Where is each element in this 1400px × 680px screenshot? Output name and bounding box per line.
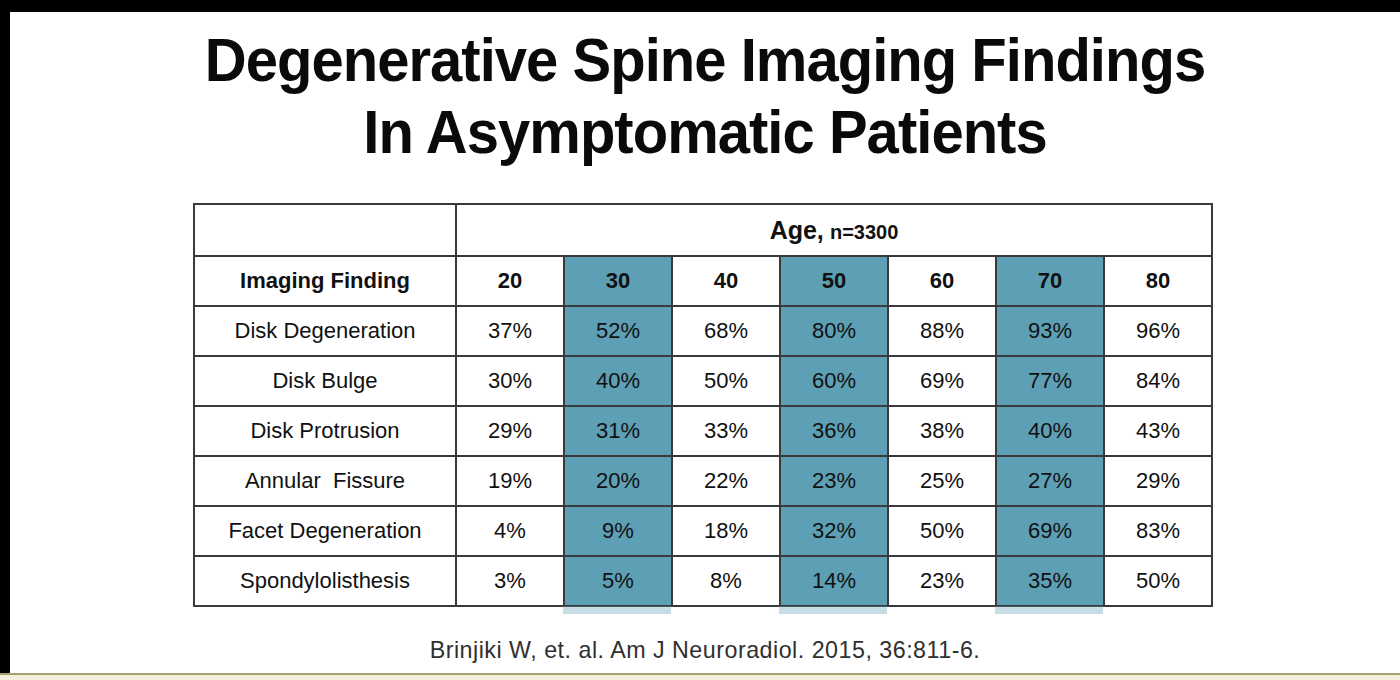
value-cell: 32%: [780, 506, 888, 556]
value-cell: 77%: [996, 356, 1104, 406]
age-column-header: 30: [564, 256, 672, 306]
table-row: Annular Fissure19%20%22%23%25%27%29%: [194, 456, 1212, 506]
highlight-column-shadow: [563, 606, 671, 614]
value-cell: 20%: [564, 456, 672, 506]
age-group-label: Age,: [770, 216, 824, 244]
value-cell: 23%: [888, 556, 996, 606]
value-cell: 69%: [996, 506, 1104, 556]
value-cell: 5%: [564, 556, 672, 606]
title-line-1: Degenerative Spine Imaging Findings: [205, 26, 1205, 94]
value-cell: 27%: [996, 456, 1104, 506]
value-cell: 33%: [672, 406, 780, 456]
value-cell: 22%: [672, 456, 780, 506]
value-cell: 43%: [1104, 406, 1212, 456]
value-cell: 14%: [780, 556, 888, 606]
age-column-header: 80: [1104, 256, 1212, 306]
finding-label: Disk Degeneration: [194, 306, 456, 356]
value-cell: 60%: [780, 356, 888, 406]
value-cell: 18%: [672, 506, 780, 556]
value-cell: 84%: [1104, 356, 1212, 406]
age-column-header: 70: [996, 256, 1104, 306]
age-column-header: 50: [780, 256, 888, 306]
age-column-header: 40: [672, 256, 780, 306]
table-row: Disk Protrusion29%31%33%36%38%40%43%: [194, 406, 1212, 456]
findings-table: Age, n=3300 Imaging Finding 203040506070…: [193, 203, 1213, 607]
value-cell: 3%: [456, 556, 564, 606]
highlight-column-shadow: [779, 606, 887, 614]
value-cell: 50%: [1104, 556, 1212, 606]
value-cell: 23%: [780, 456, 888, 506]
value-cell: 52%: [564, 306, 672, 356]
age-group-n: n=3300: [830, 221, 898, 243]
citation: Brinjiki W, et. al. Am J Neuroradiol. 20…: [31, 636, 1379, 664]
value-cell: 31%: [564, 406, 672, 456]
value-cell: 19%: [456, 456, 564, 506]
value-cell: 80%: [780, 306, 888, 356]
value-cell: 8%: [672, 556, 780, 606]
left-frame-bar: [0, 0, 10, 680]
value-cell: 30%: [456, 356, 564, 406]
table-row: Spondylolisthesis3%5%8%14%23%35%50%: [194, 556, 1212, 606]
value-cell: 29%: [456, 406, 564, 456]
age-group-header: Age, n=3300: [456, 204, 1212, 256]
finding-label: Spondylolisthesis: [194, 556, 456, 606]
highlight-column-shadow: [995, 606, 1103, 614]
value-cell: 68%: [672, 306, 780, 356]
age-group-row: Age, n=3300: [194, 204, 1212, 256]
bottom-edge-strip: [0, 673, 1400, 680]
value-cell: 69%: [888, 356, 996, 406]
finding-label: Facet Degeneration: [194, 506, 456, 556]
age-column-header: 60: [888, 256, 996, 306]
age-columns-row: Imaging Finding 20304050607080: [194, 256, 1212, 306]
value-cell: 38%: [888, 406, 996, 456]
value-cell: 37%: [456, 306, 564, 356]
table-row: Disk Bulge30%40%50%60%69%77%84%: [194, 356, 1212, 406]
value-cell: 83%: [1104, 506, 1212, 556]
age-column-header: 20: [456, 256, 564, 306]
finding-label: Annular Fissure: [194, 456, 456, 506]
value-cell: 29%: [1104, 456, 1212, 506]
value-cell: 50%: [888, 506, 996, 556]
corner-cell: [194, 204, 456, 256]
table-row: Facet Degeneration4%9%18%32%50%69%83%: [194, 506, 1212, 556]
title-line-2: In Asymptomatic Patients: [363, 98, 1046, 166]
value-cell: 36%: [780, 406, 888, 456]
value-cell: 40%: [996, 406, 1104, 456]
value-cell: 88%: [888, 306, 996, 356]
value-cell: 9%: [564, 506, 672, 556]
value-cell: 50%: [672, 356, 780, 406]
value-cell: 25%: [888, 456, 996, 506]
row-header-cell: Imaging Finding: [194, 256, 456, 306]
finding-label: Disk Bulge: [194, 356, 456, 406]
value-cell: 96%: [1104, 306, 1212, 356]
slide-title: Degenerative Spine Imaging Findings In A…: [45, 24, 1366, 168]
top-frame-bar: [0, 0, 1400, 12]
value-cell: 40%: [564, 356, 672, 406]
table-row: Disk Degeneration37%52%68%80%88%93%96%: [194, 306, 1212, 356]
value-cell: 4%: [456, 506, 564, 556]
value-cell: 93%: [996, 306, 1104, 356]
finding-label: Disk Protrusion: [194, 406, 456, 456]
value-cell: 35%: [996, 556, 1104, 606]
